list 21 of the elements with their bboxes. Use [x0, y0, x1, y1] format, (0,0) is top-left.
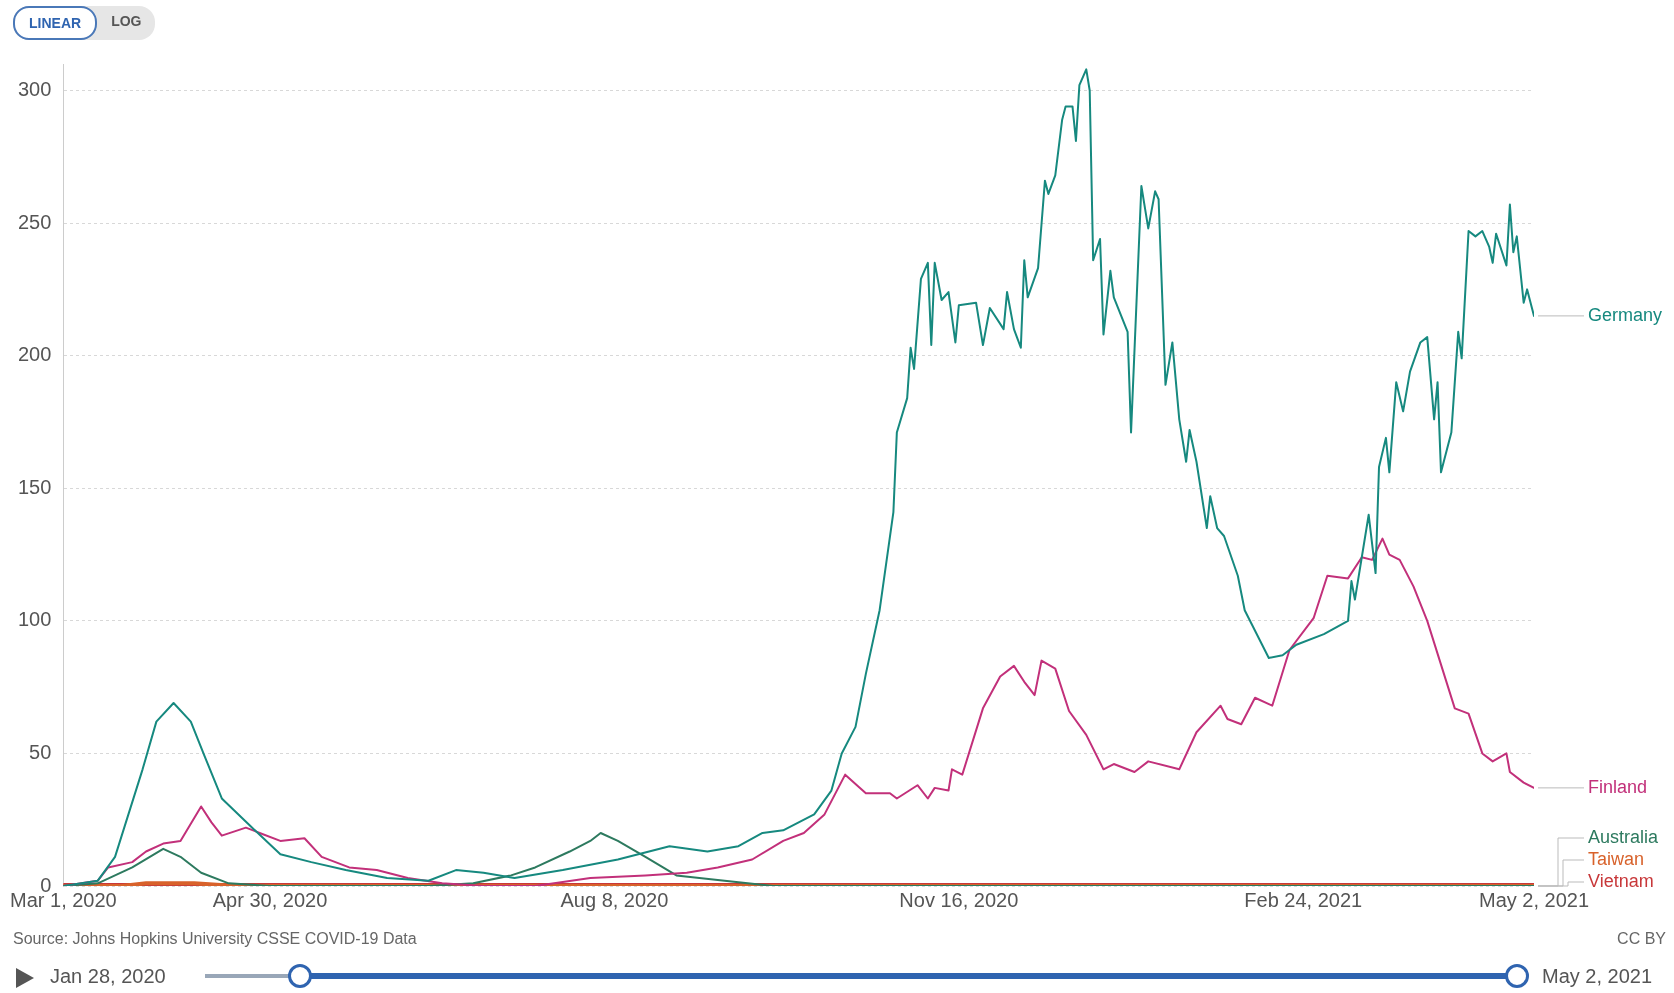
x-tick-label: Nov 16, 2020 [899, 888, 1019, 911]
text: Taiwan [1588, 848, 1645, 869]
source-note: Source: Johns Hopkins University CSSE COVID-19 Data [13, 930, 417, 948]
scale-toggle: LINEAR LOG [13, 6, 156, 40]
text: Jan 28, 2020 [50, 965, 166, 988]
text: CC BY [1617, 930, 1666, 948]
y-tick-label: 300 [17, 78, 52, 101]
y-tick-label: 50 [29, 740, 52, 763]
text: Vietnam [1588, 870, 1654, 891]
text: May 2, 2021 [1542, 965, 1653, 988]
text: Germany [1588, 304, 1663, 325]
y-tick-label: 250 [17, 210, 52, 233]
text: Australia [1588, 826, 1660, 847]
y-tick-label: 100 [17, 608, 52, 631]
x-tick-label: Apr 30, 2020 [212, 888, 328, 911]
x-tick-label: May 2, 2021 [1478, 888, 1590, 911]
x-tick-label: Aug 8, 2020 [560, 888, 669, 911]
y-tick-label: 150 [17, 475, 52, 498]
x-tick-label: Feb 24, 2021 [1244, 888, 1363, 911]
y-tick-label: 200 [17, 343, 52, 366]
text: Finland [1588, 776, 1648, 797]
